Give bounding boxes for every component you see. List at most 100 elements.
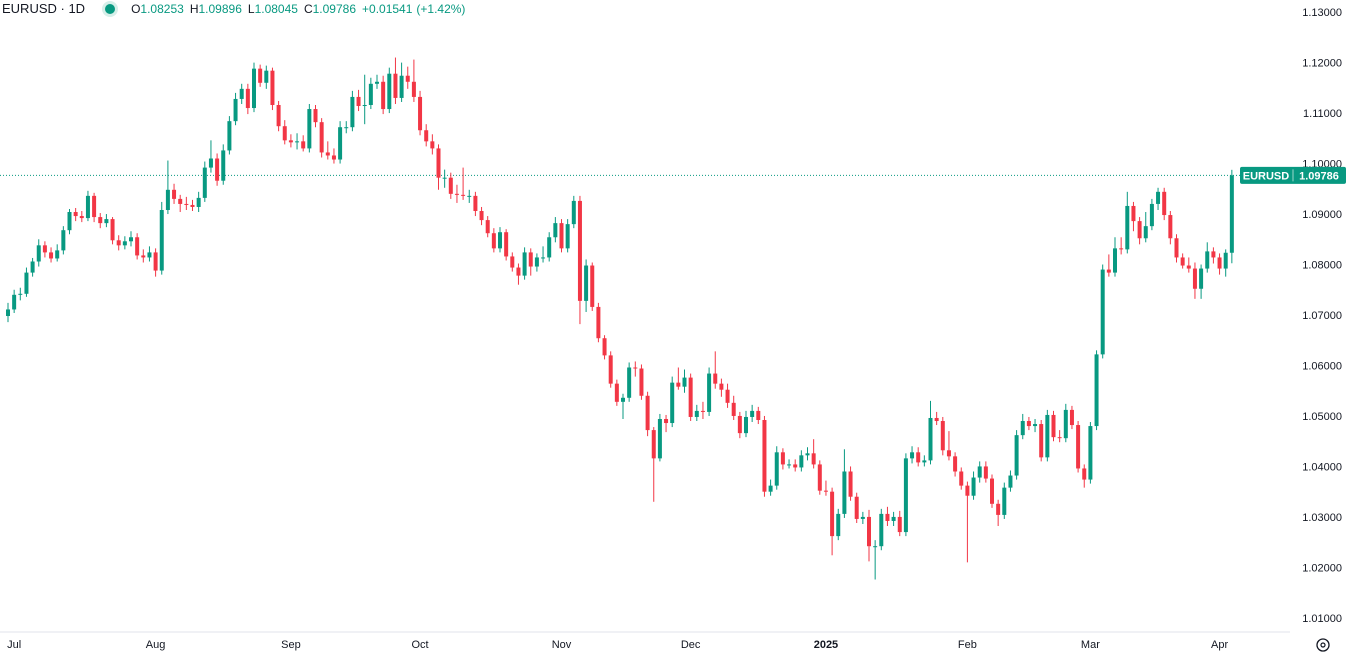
candle-body xyxy=(731,402,736,416)
candle-body xyxy=(934,417,939,422)
candle-body xyxy=(682,377,687,387)
y-tick-label: 1.09000 xyxy=(1302,209,1342,221)
candle-body xyxy=(516,267,521,276)
candle-body xyxy=(780,452,785,465)
candle-body xyxy=(873,546,878,548)
candle-body xyxy=(553,223,558,238)
price-label-symbol: EURUSD xyxy=(1243,170,1290,182)
candle-body xyxy=(344,127,349,129)
candle-body xyxy=(147,252,152,258)
candle-body xyxy=(971,477,976,496)
x-tick-label: Jul xyxy=(7,639,21,651)
candle-body xyxy=(454,193,459,195)
candle-body xyxy=(657,418,662,459)
ohlc-value: 1.08045 xyxy=(254,1,298,16)
candle-body xyxy=(498,232,502,249)
candle-body xyxy=(116,240,121,246)
candle-body xyxy=(737,415,742,434)
candle-body xyxy=(565,224,570,249)
status-dot xyxy=(105,3,116,14)
candle-body xyxy=(805,453,810,456)
candle-body xyxy=(61,230,66,251)
candle-body xyxy=(725,389,730,403)
y-tick-label: 1.03000 xyxy=(1302,512,1342,524)
candle-body xyxy=(24,272,29,294)
candle-body xyxy=(245,88,250,109)
candle-body xyxy=(965,485,970,496)
candle-body xyxy=(596,306,601,339)
candle-body xyxy=(639,368,644,396)
candle-body xyxy=(1223,252,1228,269)
candle-body xyxy=(129,237,133,242)
candle-body xyxy=(338,127,343,160)
candle-body xyxy=(854,496,859,519)
candle-body xyxy=(1002,487,1007,515)
candle-body xyxy=(307,109,312,149)
candle-body xyxy=(79,216,84,219)
candle-body xyxy=(67,212,72,231)
candle-body xyxy=(1156,191,1161,204)
candle-body xyxy=(1069,409,1074,426)
candle-body xyxy=(1149,203,1154,227)
gear-center[interactable] xyxy=(1320,642,1326,648)
candle-body xyxy=(190,204,195,207)
ohlc-label: H xyxy=(189,1,199,16)
x-tick-label: Feb xyxy=(958,639,977,651)
y-tick-label: 1.06000 xyxy=(1302,360,1342,372)
candle-body xyxy=(1100,269,1105,355)
gear[interactable] xyxy=(1316,638,1330,652)
candle-body xyxy=(621,397,625,402)
candle-body xyxy=(559,223,564,249)
x-tick-label: Nov xyxy=(552,639,572,651)
candle-body xyxy=(571,200,576,225)
candle-body xyxy=(92,195,97,218)
candle-body xyxy=(891,516,896,521)
y-tick-label: 1.13000 xyxy=(1302,7,1342,19)
candle-body xyxy=(713,373,718,384)
candle-body xyxy=(1113,248,1117,273)
candle-body xyxy=(393,73,398,98)
candle-body xyxy=(897,516,902,533)
candle-body xyxy=(848,471,853,497)
candle-body xyxy=(42,245,47,253)
candle-body xyxy=(676,382,681,387)
candle-body xyxy=(362,105,367,107)
candle-body xyxy=(547,237,552,258)
candle-body xyxy=(614,383,619,402)
candle-body xyxy=(793,464,798,468)
candle-body xyxy=(368,83,373,105)
candle-body xyxy=(541,257,546,259)
candle-body xyxy=(141,255,146,258)
candle-body xyxy=(436,148,441,178)
x-tick-label: Oct xyxy=(411,639,428,651)
candle-body xyxy=(1051,414,1056,438)
candle-body xyxy=(768,485,773,492)
y-tick-label: 1.12000 xyxy=(1302,58,1342,70)
candle-body xyxy=(6,309,10,317)
candle-body xyxy=(356,96,361,107)
candle-body xyxy=(122,241,127,246)
candle-body xyxy=(959,471,964,486)
symbol-interval: EURUSD · 1D xyxy=(2,1,86,16)
y-tick-label: 1.08000 xyxy=(1302,259,1342,271)
candle-body xyxy=(18,293,23,295)
candle-body xyxy=(239,88,244,99)
candle-body xyxy=(1125,205,1130,250)
candle-body xyxy=(411,81,416,97)
candle-body xyxy=(252,68,256,109)
candle-body xyxy=(331,155,336,160)
candle-body xyxy=(1057,437,1062,439)
candle-body xyxy=(467,195,472,197)
candle-body xyxy=(823,490,828,492)
candle-body xyxy=(522,252,527,276)
candle-body xyxy=(55,250,60,259)
candle-body xyxy=(98,217,103,224)
candle-body xyxy=(627,367,632,398)
settings-icon[interactable] xyxy=(1316,638,1330,652)
candle-body xyxy=(756,410,761,420)
candle-body xyxy=(491,233,496,249)
candle-body xyxy=(104,219,109,224)
ohlc-value: 1.08253 xyxy=(140,1,184,16)
candle-body xyxy=(1045,414,1050,458)
